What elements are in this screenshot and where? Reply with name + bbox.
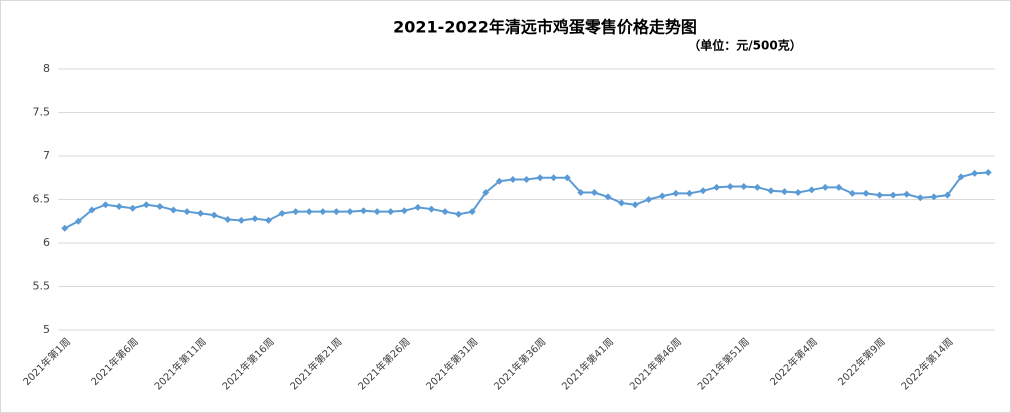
data-point [563,174,571,182]
data-point [373,208,381,216]
data-point [957,173,965,181]
data-point [88,206,96,214]
data-point [577,189,585,197]
data-point [346,208,354,216]
y-tick-label: 5.5 [33,280,51,293]
data-point [876,191,884,199]
data-point [251,215,259,223]
chart-title: 2021-2022年清远市鸡蛋零售价格走势图 [393,18,697,37]
data-point [414,203,422,211]
data-point [903,190,911,198]
data-point [604,193,612,201]
data-point [183,208,191,216]
data-point [685,189,693,197]
data-point [509,175,517,183]
data-point [115,202,123,210]
data-point [305,208,313,216]
data-point [550,174,558,182]
data-point [142,201,150,209]
data-point [360,207,368,215]
data-point [740,182,748,190]
data-point [943,191,951,199]
y-tick-label: 6 [43,236,50,249]
data-point [536,174,544,182]
data-point [645,196,653,203]
data-point [808,186,816,194]
data-point [726,182,734,190]
data-point [441,208,449,216]
data-point [224,216,232,224]
data-point [427,205,435,213]
data-point [821,183,829,191]
data-point [400,207,408,215]
data-point [672,189,680,197]
data-point [468,208,476,216]
data-point [984,169,992,177]
data-point [264,216,272,224]
data-point [753,183,761,191]
data-point [794,189,802,197]
data-point [590,189,598,197]
data-point [862,189,870,197]
data-point [781,188,789,196]
data-point [278,209,286,217]
data-point [319,208,327,216]
data-point [889,191,897,199]
data-point [387,208,395,216]
data-point [210,211,218,219]
y-tick-label: 6.5 [33,193,51,206]
data-point [930,193,938,201]
chart-subtitle: （单位：元/500克） [688,38,801,53]
data-point [713,183,721,191]
y-tick-label: 8 [43,62,50,75]
y-tick-label: 7 [43,149,50,162]
data-point [495,177,503,185]
data-point [74,217,82,225]
y-tick-label: 7.5 [33,106,51,119]
data-point [237,216,245,224]
data-point [169,206,177,214]
data-point [61,224,69,232]
data-point [618,199,626,207]
data-point [129,204,137,212]
data-point [631,201,639,209]
data-point [102,201,110,209]
y-tick-label: 5 [43,323,50,336]
data-point [658,192,666,200]
data-point [482,189,490,197]
data-point [971,169,979,177]
data-point [767,187,775,195]
data-point [455,210,463,218]
data-point [848,189,856,197]
data-point [523,175,530,183]
data-point [197,209,205,217]
data-point [156,202,164,210]
data-point [292,208,300,216]
data-point [332,208,340,216]
data-point [916,194,924,202]
data-point [835,183,843,191]
data-point [699,187,707,195]
